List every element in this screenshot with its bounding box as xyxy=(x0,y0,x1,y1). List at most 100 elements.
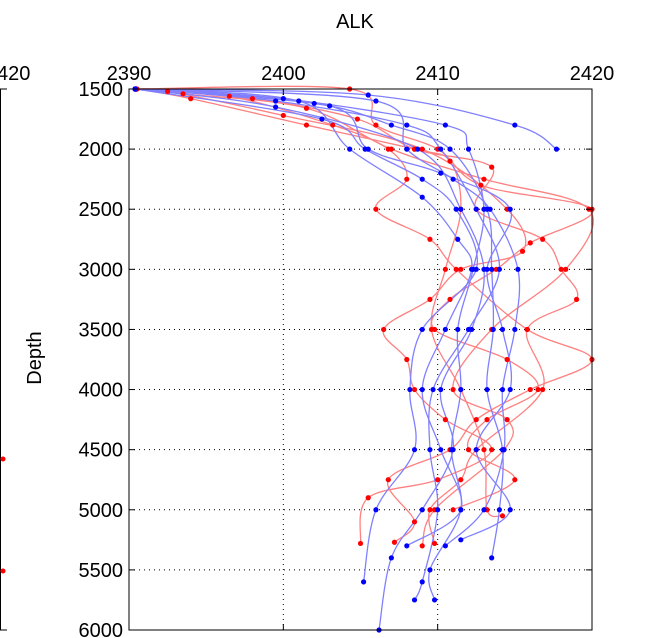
x-tick-label: 2420 xyxy=(570,63,615,85)
red-data-point xyxy=(481,176,487,182)
red-data-point xyxy=(563,266,569,272)
red-data-point xyxy=(249,96,256,102)
blue-data-point xyxy=(280,96,286,102)
red-data-point xyxy=(419,543,425,549)
blue-data-point xyxy=(404,543,410,549)
blue-data-point xyxy=(489,266,495,272)
red-data-point xyxy=(458,477,464,483)
blue-data-point xyxy=(430,386,436,393)
red-data-point xyxy=(431,540,438,547)
red-data-point xyxy=(465,447,472,453)
blue-data-point xyxy=(427,447,433,453)
y-tick-label: 5000 xyxy=(79,500,124,522)
red-data-point xyxy=(489,164,495,170)
blue-data-point xyxy=(458,507,464,513)
blue-data-point xyxy=(490,326,496,333)
red-data-point xyxy=(411,386,418,393)
blue-data-point xyxy=(484,266,490,272)
blue-data-point xyxy=(455,326,461,333)
blue-data-point xyxy=(512,122,518,128)
y-tick-label: 1500 xyxy=(79,79,124,101)
plot-frame xyxy=(128,88,593,631)
red-data-point xyxy=(354,116,361,122)
blue-data-point xyxy=(499,326,506,333)
red-data-point xyxy=(404,356,410,363)
blue-profile-line xyxy=(135,88,557,150)
blue-profile-line xyxy=(135,88,485,601)
blue-data-point xyxy=(373,507,379,513)
blue-data-point xyxy=(473,447,479,453)
blue-data-point xyxy=(512,326,518,333)
blue-data-point xyxy=(427,567,433,573)
red-data-point xyxy=(427,296,433,302)
blue-profile-line xyxy=(135,88,478,583)
blue-data-point xyxy=(553,146,560,152)
series-lines xyxy=(135,85,595,631)
y-tick-label: 2500 xyxy=(79,199,124,221)
red-data-point xyxy=(357,540,364,547)
red-data-point xyxy=(450,507,456,513)
blue-profile-line xyxy=(135,88,473,547)
blue-data-point xyxy=(438,170,444,176)
red-data-point xyxy=(519,248,526,254)
blue-data-point xyxy=(419,326,425,333)
red-data-point xyxy=(447,158,453,164)
red-data-point xyxy=(226,93,232,99)
grid-layer xyxy=(129,89,592,630)
red-data-point xyxy=(573,296,580,302)
red-data-point xyxy=(365,495,371,501)
red-data-point xyxy=(180,91,186,97)
red-data-point xyxy=(481,447,487,453)
blue-profile-line xyxy=(135,88,485,631)
blue-data-point xyxy=(450,447,456,453)
blue-data-point xyxy=(404,122,410,128)
red-data-point xyxy=(385,477,391,483)
red-data-point xyxy=(381,326,387,333)
blue-data-point xyxy=(455,236,461,242)
blue-data-point xyxy=(438,146,444,152)
red-data-point xyxy=(303,122,310,128)
blue-data-point xyxy=(499,386,506,393)
red-data-point xyxy=(188,96,194,102)
blue-data-point xyxy=(458,537,464,543)
blue-data-point xyxy=(365,146,371,152)
blue-data-point xyxy=(435,507,441,513)
blue-data-point xyxy=(273,104,279,110)
y-tick-label: 3000 xyxy=(79,259,124,281)
left-panel-partial-tick-label: 420 xyxy=(0,63,30,85)
blue-data-point xyxy=(458,206,464,212)
red-data-point xyxy=(499,513,506,519)
blue-data-point xyxy=(388,555,394,561)
blue-data-point xyxy=(438,386,444,393)
red-data-point xyxy=(458,266,464,272)
blue-data-point xyxy=(373,98,379,104)
red-data-point xyxy=(388,146,394,152)
red-data-point xyxy=(447,296,453,302)
blue-data-point xyxy=(473,206,479,212)
blue-data-point xyxy=(501,447,507,453)
red-data-point xyxy=(527,386,533,393)
blue-data-point xyxy=(469,326,475,333)
red-data-point xyxy=(373,122,379,128)
red-data-point xyxy=(450,386,456,393)
red-data-point xyxy=(489,447,495,453)
red-data-point xyxy=(524,326,530,333)
y-tick-label: 4000 xyxy=(79,380,124,402)
y-tick-label: 5500 xyxy=(79,560,124,582)
blue-data-point xyxy=(515,266,521,272)
y-tick-label: 2000 xyxy=(79,139,124,161)
blue-data-point xyxy=(327,103,333,109)
red-data-point xyxy=(512,477,518,483)
red-profile-line xyxy=(136,88,593,543)
chart-title: ALK xyxy=(336,11,374,33)
red-data-point xyxy=(280,112,286,119)
tick-labels: 2390 2400 2410 2420 1500 2000 2500 3000 3500 4000… xyxy=(79,63,615,638)
red-data-point xyxy=(164,88,171,94)
y-tick-label: 4500 xyxy=(79,440,124,462)
red-data-point xyxy=(558,266,564,272)
red-data-point xyxy=(431,326,438,333)
y-axis-label: Depth xyxy=(24,331,46,384)
red-data-point xyxy=(303,105,310,111)
red-data-point xyxy=(504,356,510,363)
blue-data-point xyxy=(496,266,502,272)
